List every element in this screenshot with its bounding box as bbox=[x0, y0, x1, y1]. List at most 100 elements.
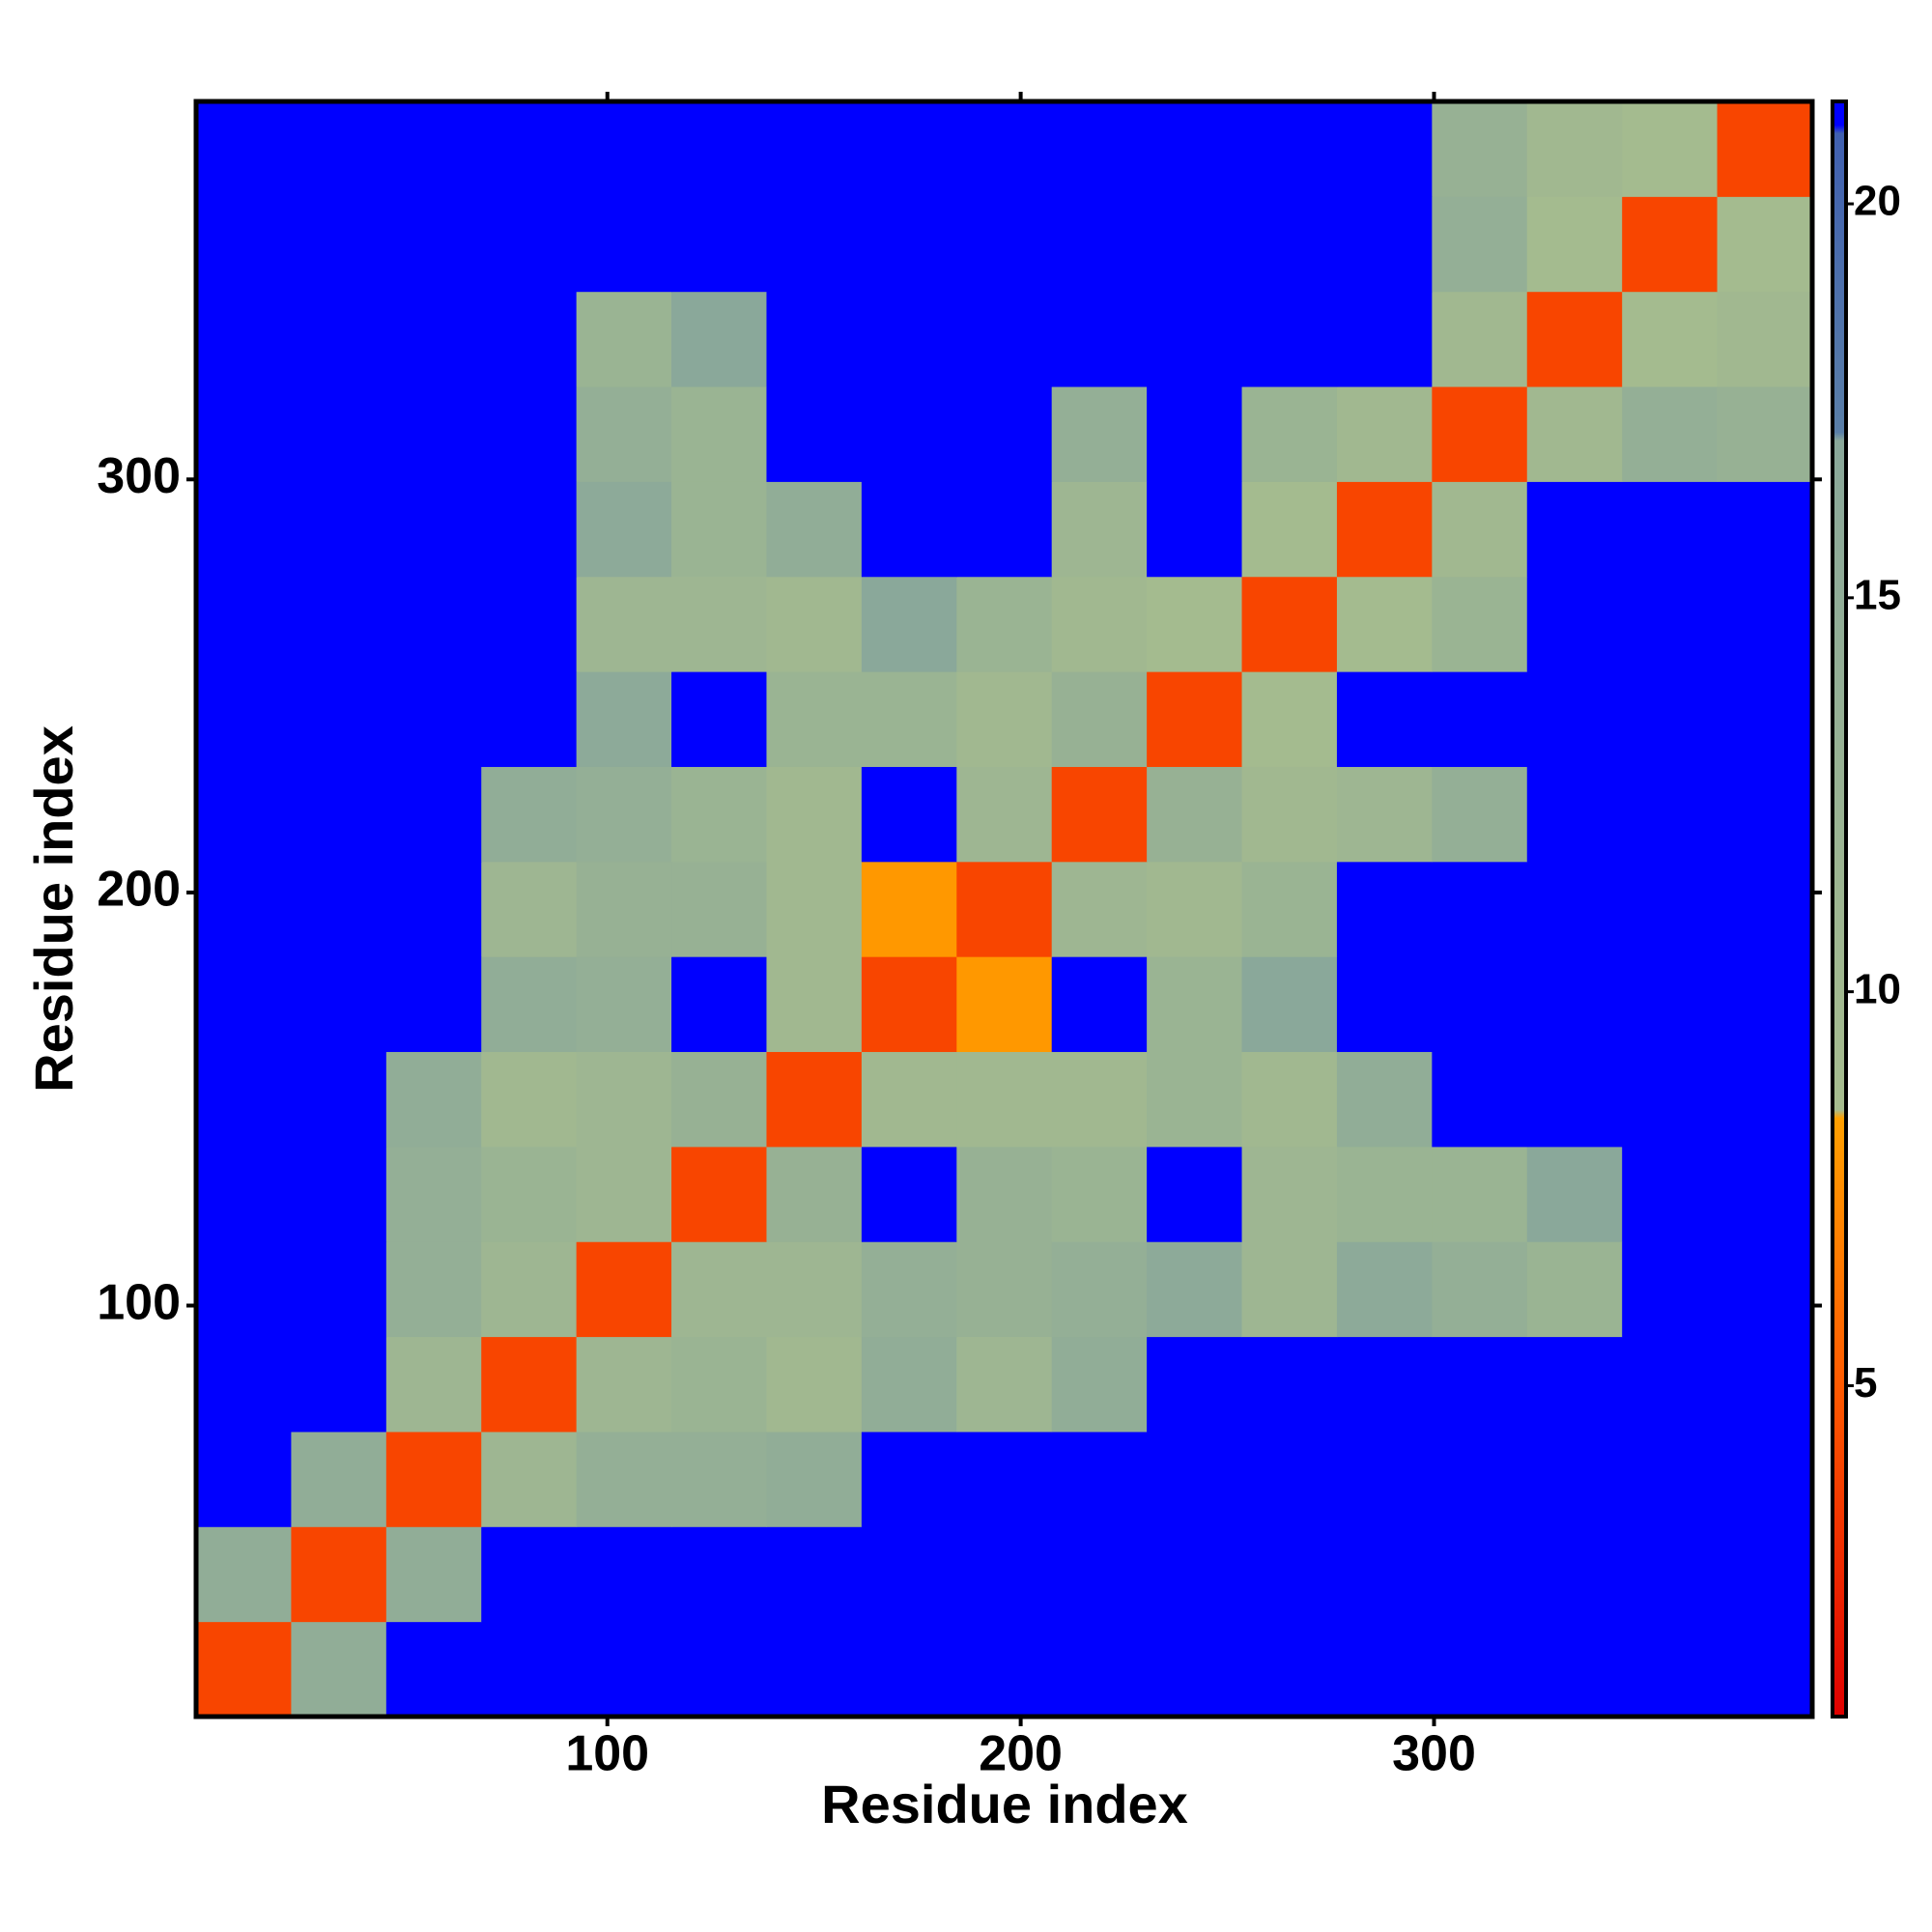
heatmap-cell bbox=[291, 1051, 387, 1148]
heatmap-cell bbox=[1717, 766, 1813, 863]
heatmap-cell bbox=[861, 101, 957, 197]
heatmap-cell bbox=[1336, 1621, 1433, 1718]
heatmap-cell bbox=[1147, 291, 1243, 387]
heatmap-cell bbox=[1051, 766, 1148, 863]
heatmap-cell bbox=[1526, 861, 1623, 957]
colorbar-tick-label: 10 bbox=[1854, 965, 1901, 1012]
heatmap-cell bbox=[291, 1431, 387, 1527]
heatmap-cell bbox=[291, 671, 387, 767]
heatmap-cell bbox=[291, 1146, 387, 1242]
heatmap-cell bbox=[956, 1146, 1053, 1242]
heatmap-cell bbox=[385, 1526, 482, 1623]
heatmap-cell bbox=[1717, 671, 1813, 767]
heatmap-cell bbox=[481, 386, 578, 482]
heatmap-cell bbox=[861, 1431, 957, 1527]
heatmap-cell bbox=[766, 1431, 863, 1527]
heatmap-cell bbox=[1051, 291, 1148, 387]
heatmap-cell bbox=[481, 1621, 578, 1718]
heatmap-cell bbox=[1717, 481, 1813, 578]
x-axis-title: Residue index bbox=[821, 1774, 1188, 1834]
x-tick-label: 200 bbox=[979, 1726, 1063, 1782]
heatmap-cell bbox=[1717, 1051, 1813, 1148]
heatmap-cell bbox=[1147, 101, 1243, 197]
heatmap-cell bbox=[1241, 1431, 1338, 1527]
heatmap-cell bbox=[576, 196, 672, 293]
heatmap-cell bbox=[1526, 196, 1623, 293]
heatmap-cell bbox=[291, 1336, 387, 1433]
heatmap-cell bbox=[1336, 1526, 1433, 1623]
heatmap-cell bbox=[1051, 481, 1148, 578]
heatmap-cell bbox=[1622, 576, 1719, 672]
axes: 100 200 300 100 200 300 bbox=[97, 92, 1822, 1782]
heatmap-cell bbox=[1051, 576, 1148, 672]
heatmap-cell bbox=[1432, 861, 1528, 957]
heatmap-cell bbox=[481, 1526, 578, 1623]
heatmap-cell bbox=[1147, 956, 1243, 1053]
heatmap-cell bbox=[1432, 766, 1528, 863]
heatmap-cell bbox=[196, 386, 292, 482]
heatmap-cell bbox=[1051, 956, 1148, 1053]
colorbar-segment bbox=[1833, 132, 1846, 434]
heatmap-cell bbox=[1336, 1431, 1433, 1527]
heatmap-cell bbox=[1432, 291, 1528, 387]
heatmap-cell bbox=[766, 766, 863, 863]
heatmap-cell bbox=[385, 861, 482, 957]
heatmap-cell bbox=[385, 1146, 482, 1242]
heatmap-cell bbox=[1336, 861, 1433, 957]
heatmap-cell bbox=[766, 1621, 863, 1718]
heatmap-cell bbox=[1336, 1241, 1433, 1338]
heatmap-cell bbox=[196, 1051, 292, 1148]
heatmap-cell bbox=[1717, 101, 1813, 197]
heatmap-cell bbox=[861, 1241, 957, 1338]
colorbar-segment bbox=[1833, 432, 1846, 441]
heatmap-cell bbox=[576, 1336, 672, 1433]
heatmap-cell bbox=[1147, 196, 1243, 293]
heatmap bbox=[196, 101, 1813, 1718]
heatmap-cell bbox=[1051, 1241, 1148, 1338]
heatmap-cell bbox=[766, 861, 863, 957]
heatmap-cell bbox=[766, 1526, 863, 1623]
heatmap-cell bbox=[576, 1051, 672, 1148]
heatmap-cell bbox=[1432, 101, 1528, 197]
heatmap-cell bbox=[766, 671, 863, 767]
heatmap-cell bbox=[671, 386, 767, 482]
heatmap-cell bbox=[481, 291, 578, 387]
heatmap-cell bbox=[1336, 481, 1433, 578]
heatmap-cell bbox=[1241, 1526, 1338, 1623]
heatmap-cell bbox=[861, 291, 957, 387]
heatmap-cell bbox=[766, 386, 863, 482]
heatmap-cell bbox=[1336, 766, 1433, 863]
heatmap-cell bbox=[385, 576, 482, 672]
heatmap-cell bbox=[1432, 956, 1528, 1053]
y-tick-label: 100 bbox=[97, 1274, 181, 1330]
heatmap-cell bbox=[1622, 1241, 1719, 1338]
colorbar-frame bbox=[1831, 99, 1848, 1719]
heatmap-cell bbox=[481, 766, 578, 863]
heatmap-cell bbox=[481, 196, 578, 293]
heatmap-cell bbox=[1147, 861, 1243, 957]
heatmap-cell bbox=[385, 196, 482, 293]
colorbar-segment bbox=[1833, 440, 1846, 1111]
heatmap-cell bbox=[1147, 1621, 1243, 1718]
heatmap-cell bbox=[481, 1146, 578, 1242]
heatmap-cell bbox=[766, 956, 863, 1053]
heatmap-cell bbox=[1432, 1051, 1528, 1148]
heatmap-cell bbox=[766, 576, 863, 672]
heatmap-cell bbox=[196, 1146, 292, 1242]
heatmap-cell bbox=[861, 1336, 957, 1433]
heatmap-cell bbox=[1147, 671, 1243, 767]
colorbar-segment bbox=[1833, 1118, 1846, 1386]
heatmap-cell bbox=[1336, 291, 1433, 387]
heatmap-cell bbox=[1526, 671, 1623, 767]
heatmap-cell bbox=[1241, 481, 1338, 578]
heatmap-cell bbox=[1622, 1621, 1719, 1718]
heatmap-cell bbox=[1147, 766, 1243, 863]
heatmap-cell bbox=[1432, 196, 1528, 293]
heatmap-cell bbox=[1526, 1241, 1623, 1338]
heatmap-cell bbox=[1526, 576, 1623, 672]
heatmap-cell bbox=[1051, 861, 1148, 957]
heatmap-cell bbox=[861, 1051, 957, 1148]
heatmap-cell bbox=[385, 291, 482, 387]
heatmap-cell bbox=[956, 1431, 1053, 1527]
